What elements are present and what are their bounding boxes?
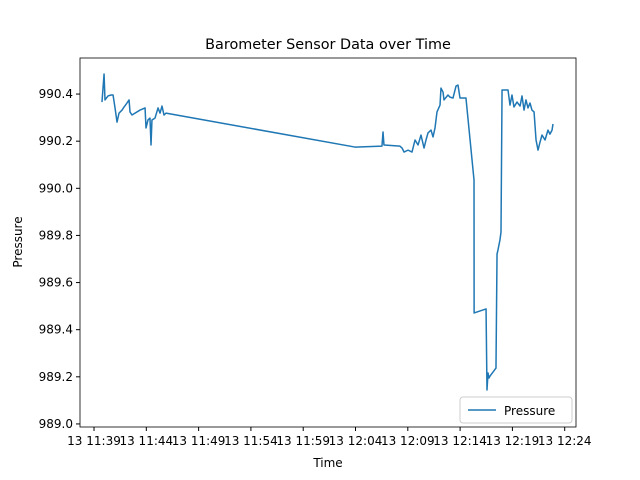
x-tick-label: 13 11:49 <box>172 434 226 448</box>
x-tick-label: 13 11:59 <box>276 434 330 448</box>
y-tick-label: 989.8 <box>39 228 73 242</box>
y-tick-label: 990.4 <box>39 87 73 101</box>
y-tick-label: 990.0 <box>39 181 73 195</box>
x-tick-label: 13 11:54 <box>224 434 278 448</box>
y-tick-label: 989.2 <box>39 370 73 384</box>
x-tick-label: 13 12:19 <box>486 434 540 448</box>
y-tick-label: 989.6 <box>39 276 73 290</box>
legend-box <box>459 396 573 424</box>
legend-label: Pressure <box>504 404 555 418</box>
y-tick-label: 990.2 <box>39 134 73 148</box>
y-axis-label: Pressure <box>11 216 25 267</box>
y-tick-label: 989.0 <box>39 417 73 431</box>
x-tick-label: 13 11:44 <box>119 434 173 448</box>
y-tick-label: 989.4 <box>39 323 73 337</box>
x-axis-label: Time <box>312 456 342 470</box>
plot-frame <box>79 57 577 428</box>
x-tick-label: 13 12:24 <box>538 434 592 448</box>
x-tick-label: 13 12:14 <box>433 434 487 448</box>
x-tick-label: 13 12:09 <box>381 434 435 448</box>
line-series <box>101 73 554 391</box>
x-tick-label: 13 12:04 <box>329 434 383 448</box>
chart-title: Barometer Sensor Data over Time <box>205 37 451 53</box>
x-tick-label: 13 11:39 <box>67 434 121 448</box>
